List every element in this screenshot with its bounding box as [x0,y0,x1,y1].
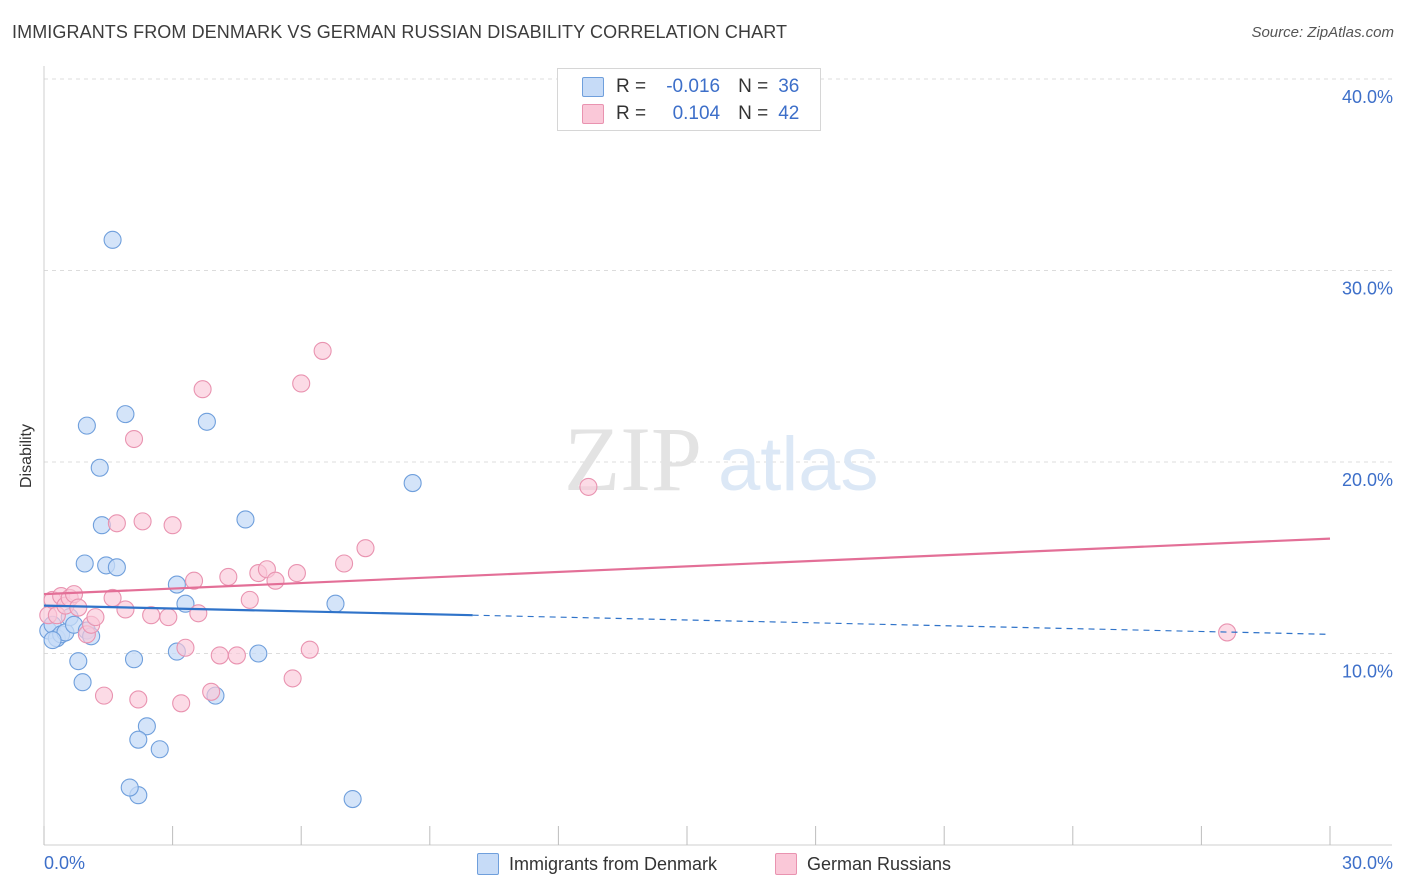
data-point-german-russians [124,429,144,449]
data-point-denmark [120,778,139,797]
data-point-denmark [326,594,345,613]
data-point-german-russians [219,567,238,586]
data-point-denmark [167,575,186,594]
legend-n-label: N = [738,76,769,97]
data-point-german-russians [189,604,208,623]
bottom-legend-swatch-pink [775,853,797,875]
data-point-german-russians [313,341,332,360]
data-point-denmark [403,474,422,493]
data-point-german-russians [94,686,114,705]
series-immigrants-from-denmark [39,230,422,809]
data-point-german-russians [163,516,182,535]
data-point-denmark [249,644,268,663]
y-tick-label: 20.0% [1342,470,1393,490]
bottom-legend-label-denmark: Immigrants from Denmark [509,853,718,874]
bottom-legend-denmark: Immigrants from Denmark [477,852,717,876]
trend-line-german-russians [43,537,1331,596]
bottom-legend-label-german-russians: German Russians [807,853,952,874]
axes [43,66,1392,846]
data-point-denmark [150,740,169,759]
correlation-legend: R = -0.016 N = 36 R = 0.104 N = 42 [557,68,821,131]
bottom-legend-swatch-blue [477,853,499,875]
chart-title: IMMIGRANTS FROM DENMARK VS GERMAN RUSSIA… [12,22,788,42]
data-point-german-russians [159,608,178,627]
data-point-denmark [43,631,62,650]
legend-r-value: 0.104 [672,103,721,124]
x-tick-label: 30.0% [1342,853,1393,873]
data-point-german-russians [86,608,105,627]
data-point-denmark [103,230,122,249]
bottom-legend-german-russians: German Russians [775,852,951,876]
data-point-german-russians [356,539,375,558]
data-point-german-russians [210,646,229,665]
data-point-german-russians [184,571,204,590]
data-point-denmark [124,650,144,669]
data-point-german-russians [107,514,126,533]
data-point-german-russians [202,682,221,701]
data-point-german-russians [172,694,191,713]
data-point-german-russians [287,564,306,583]
legend-row-german-russians: R = 0.104 N = 42 [558,101,799,127]
data-point-denmark [236,510,255,529]
legend-n-label: N = [738,103,769,124]
legend-row-denmark: R = -0.016 N = 36 [558,74,799,100]
data-point-denmark [77,416,96,435]
data-point-german-russians [193,380,212,399]
y-tick-label: 40.0% [1342,87,1393,107]
data-point-denmark [75,554,94,573]
watermark: ZIP atlas [564,408,879,510]
data-point-german-russians [116,600,135,619]
data-point-denmark [197,412,216,431]
data-point-german-russians [240,590,259,609]
data-point-german-russians [300,640,319,659]
data-point-denmark [343,789,362,809]
x-tick-label: 0.0% [44,853,85,873]
data-point-denmark [137,717,156,736]
data-point-denmark [107,558,126,577]
legend-r-value: -0.016 [666,76,721,97]
tick-labels: 10.0% 20.0% 30.0% 40.0% 0.0% 30.0% [44,87,1393,873]
data-point-german-russians [292,374,311,393]
legend-n-value: 42 [778,103,800,124]
legend-r-label: R = [616,103,647,124]
series-german-russians [39,341,1237,713]
data-point-german-russians [227,646,246,665]
legend-r-label: R = [616,76,647,97]
trend-lines [43,537,1331,635]
data-point-denmark [116,405,135,424]
data-point-german-russians [266,571,285,590]
gridlines [44,78,1392,654]
trend-line-denmark-extrapolated [472,614,1331,635]
data-point-denmark [129,730,148,749]
data-point-german-russians [579,477,598,496]
watermark-atlas: atlas [718,422,879,507]
data-point-german-russians [129,690,148,709]
legend-swatch-blue [582,77,604,97]
legend-n-value: 36 [778,76,800,97]
data-point-german-russians [133,512,152,531]
data-point-denmark [92,516,111,535]
y-tick-label: 30.0% [1342,279,1393,299]
chart-source: Source: ZipAtlas.com [1251,24,1394,41]
trend-line-denmark [43,604,473,617]
legend-swatch-pink [582,104,604,124]
data-point-german-russians [335,554,354,573]
data-point-german-russians [176,638,195,657]
data-point-german-russians [283,669,302,688]
y-tick-label: 10.0% [1342,662,1393,682]
data-point-denmark [90,458,109,477]
data-point-denmark [73,673,92,692]
data-point-denmark [69,652,88,671]
